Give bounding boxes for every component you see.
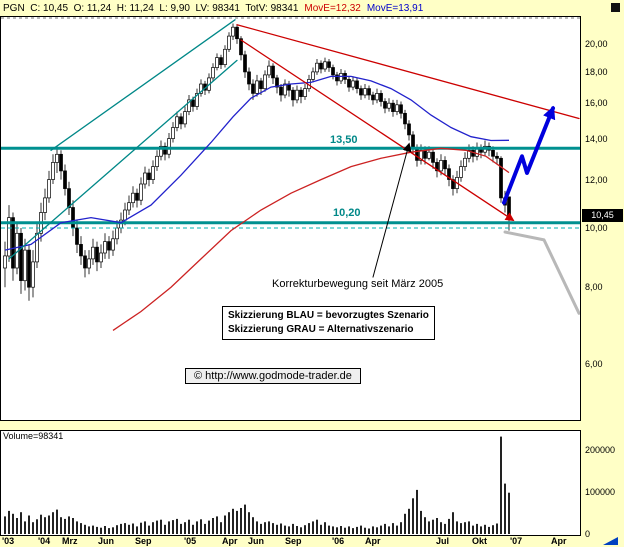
x-axis-tick-label: Jul: [436, 536, 450, 546]
x-axis-tick-label: '05: [184, 536, 197, 546]
watermark-link[interactable]: © http://www.godmode-trader.de: [185, 368, 361, 384]
uptrend-line-upper: [50, 19, 236, 151]
downtrend-line-lower: [240, 39, 515, 222]
correction-annotation-arrow: [372, 142, 412, 278]
y-axis-tick-label: 20,00: [585, 39, 608, 49]
mov-e-blue-value: MovE=13,91: [366, 2, 424, 14]
mov-e-red-value: MovE=12,32: [304, 2, 361, 14]
downtrend-line-upper: [236, 24, 580, 120]
logo-icon: [603, 537, 618, 545]
last-price-marker: 10,45: [582, 209, 623, 222]
x-axis-tick-label: Mrz: [62, 536, 78, 546]
resistance-level-label: 13,50: [328, 134, 360, 146]
x-axis-tick-label: Apr: [365, 536, 381, 546]
x-axis-tick-label: '06: [332, 536, 345, 546]
x-axis-tick-label: '03: [2, 536, 15, 546]
y-axis-tick-label: 14,00: [585, 134, 608, 144]
support-level-label: 10,20: [331, 207, 363, 219]
volume-axis-tick-label: 0: [585, 529, 591, 539]
volume-axis-tick-label: 200000: [585, 445, 616, 455]
volume-panel[interactable]: [0, 430, 581, 536]
x-axis-tick-label: Apr: [222, 536, 238, 546]
x-axis-tick-label: Sep: [285, 536, 302, 546]
volume-chart-canvas[interactable]: [1, 431, 580, 535]
volume-value-label: Volume=98341: [3, 431, 64, 441]
y-axis-tick-label: 12,00: [585, 175, 608, 185]
x-axis-tick-label: '07: [510, 536, 523, 546]
x-axis-tick-label: '04: [38, 536, 51, 546]
y-axis-tick-label: 18,00: [585, 67, 608, 77]
y-axis-tick-label: 6,00: [585, 359, 603, 369]
uptrend-line-lower: [8, 59, 238, 260]
y-axis-tick-label: 16,00: [585, 98, 608, 108]
y-axis-tick-label: 8,00: [585, 282, 603, 292]
scenario-gray-text: Skizzierung GRAU = Alternativszenario: [228, 324, 414, 335]
y-axis-tick-label: 10,00: [585, 223, 608, 233]
price-chart-panel[interactable]: [0, 16, 581, 421]
x-axis-tick-label: Jun: [98, 536, 115, 546]
scenario-box: Skizzierung BLAU = bevorzugtes Szenario …: [222, 306, 435, 340]
alternative-scenario-gray: [503, 230, 580, 315]
x-axis-tick-label: Sep: [135, 536, 152, 546]
correction-annotation: Korrekturbewegung seit März 2005: [272, 278, 444, 290]
price-chart-canvas[interactable]: [1, 17, 580, 420]
x-axis-tick-label: Apr: [551, 536, 567, 546]
quote-bar: PGN C: 10,45 O: 11,24 H: 11,24 L: 9,90 L…: [0, 0, 624, 16]
preferred-scenario-blue: [502, 105, 556, 205]
scenario-blue-text: Skizzierung BLAU = bevorzugtes Szenario: [228, 310, 429, 321]
quote-text: PGN C: 10,45 O: 11,24 H: 11,24 L: 9,90 L…: [3, 2, 299, 14]
x-axis-tick-label: Jun: [248, 536, 265, 546]
x-axis-tick-label: Okt: [472, 536, 488, 546]
volume-axis-tick-label: 100000: [585, 487, 616, 497]
chart-menu-button[interactable]: [611, 3, 620, 12]
candles-layer: [3, 23, 511, 301]
